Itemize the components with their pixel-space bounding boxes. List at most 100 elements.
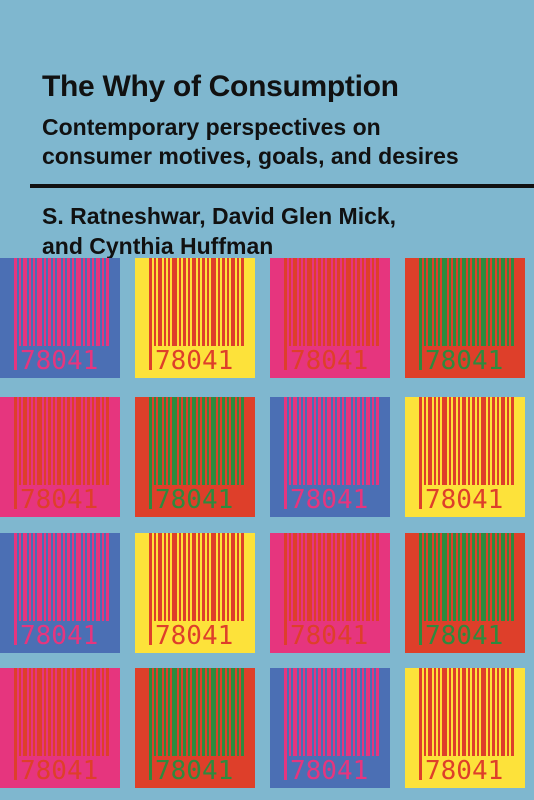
barcode-bar — [449, 397, 451, 485]
barcode-bar — [179, 533, 181, 621]
barcode-bar — [19, 533, 21, 621]
barcode-bar — [289, 533, 291, 621]
authors-line-2: and Cynthia Huffman — [42, 233, 274, 259]
barcode-graphic: 78041 — [405, 668, 525, 788]
barcode-bar — [241, 258, 244, 346]
barcode-bar — [434, 397, 436, 485]
barcode-bar — [102, 668, 104, 756]
barcode-bar — [53, 397, 55, 485]
barcode-bar — [179, 668, 181, 756]
barcode-bar — [492, 258, 495, 346]
barcode-bar — [172, 533, 177, 621]
barcode-bar — [362, 397, 364, 485]
barcode-bar — [33, 668, 35, 756]
barcode-bar — [372, 533, 374, 621]
barcode-bar — [218, 397, 220, 485]
barcode-bar — [346, 258, 351, 346]
barcode-bar — [472, 668, 475, 756]
barcode-bar — [357, 258, 360, 346]
barcode-tile: 78041 — [270, 397, 390, 517]
barcode-bar — [172, 258, 177, 346]
barcode-bar — [37, 533, 42, 621]
barcode-bar — [293, 258, 297, 346]
barcode-number: 78041 — [290, 485, 368, 515]
barcode-bar — [237, 533, 239, 621]
barcode-bar — [372, 397, 374, 485]
barcode-bar — [346, 668, 351, 756]
barcode-bar — [327, 397, 331, 485]
book-subtitle: Contemporary perspectives on consumer mo… — [42, 113, 522, 171]
barcode-bar — [458, 668, 460, 756]
barcode-bar — [154, 668, 156, 756]
barcode-number: 78041 — [290, 346, 368, 376]
barcode-bar — [164, 533, 166, 621]
barcode-bar — [53, 668, 55, 756]
barcode-bar — [353, 258, 355, 346]
barcode-bar — [179, 397, 181, 485]
barcode-bar — [337, 668, 340, 756]
barcode-bar — [14, 668, 17, 780]
barcode-bar — [222, 668, 225, 756]
barcode-bar — [33, 258, 35, 346]
barcode-bar — [87, 397, 90, 485]
barcode-bar — [92, 668, 94, 756]
barcode-tile: 78041 — [405, 258, 525, 378]
barcode-bar — [449, 258, 451, 346]
barcode-bar — [366, 533, 370, 621]
barcode-bar — [468, 397, 470, 485]
barcode-bar — [477, 668, 479, 756]
barcode-bar — [477, 397, 479, 485]
barcode-bar — [511, 258, 514, 346]
barcode-bar — [442, 668, 447, 756]
barcode-bar — [307, 533, 312, 621]
barcode-bar — [218, 533, 220, 621]
barcode-bar — [57, 533, 61, 621]
barcode-bar — [449, 668, 451, 756]
barcode-bar — [501, 668, 505, 756]
barcode-bar — [14, 397, 17, 509]
barcode-bar — [314, 668, 316, 756]
barcode-bar — [293, 668, 297, 756]
barcode-bar — [303, 258, 305, 346]
barcode-bar — [211, 668, 216, 756]
barcode-graphic: 78041 — [405, 533, 525, 653]
barcode-bar — [102, 397, 104, 485]
barcode-number: 78041 — [20, 756, 98, 786]
barcode-tile: 78041 — [0, 668, 120, 788]
barcode-bar — [333, 533, 335, 621]
book-authors: S. Ratneshwar, David Glen Mick, and Cynt… — [42, 201, 522, 261]
barcode-bar — [149, 533, 152, 645]
barcode-bar — [202, 397, 205, 485]
barcode-bar — [83, 258, 85, 346]
barcode-bar — [357, 397, 360, 485]
barcode-bar — [33, 397, 35, 485]
barcode-bar — [237, 668, 239, 756]
barcode-bar — [362, 668, 364, 756]
barcode-bar — [198, 533, 200, 621]
barcode-bar — [342, 533, 344, 621]
barcode-bar — [149, 668, 152, 780]
barcode-bar — [188, 397, 190, 485]
barcode-bar — [29, 258, 31, 346]
barcode-bar — [453, 533, 456, 621]
barcode-bar — [453, 258, 456, 346]
barcode-bar — [96, 533, 100, 621]
barcode-bar — [357, 533, 360, 621]
barcode-bar — [497, 397, 499, 485]
barcode-bar — [314, 397, 316, 485]
barcode-bar — [293, 533, 297, 621]
barcode-number: 78041 — [290, 756, 368, 786]
barcode-bar — [353, 668, 355, 756]
barcode-bar — [472, 397, 475, 485]
barcode-tile: 78041 — [0, 397, 120, 517]
barcode-tile: 78041 — [405, 668, 525, 788]
barcode-bar — [438, 258, 440, 346]
barcode-bar — [366, 668, 370, 756]
barcode-bar — [231, 533, 235, 621]
barcode-graphic: 78041 — [0, 668, 120, 788]
barcode-bar — [192, 258, 196, 346]
barcode-tile: 78041 — [0, 533, 120, 653]
barcode-bar — [284, 533, 287, 645]
barcode-bar — [497, 533, 499, 621]
barcode-bar — [481, 533, 486, 621]
